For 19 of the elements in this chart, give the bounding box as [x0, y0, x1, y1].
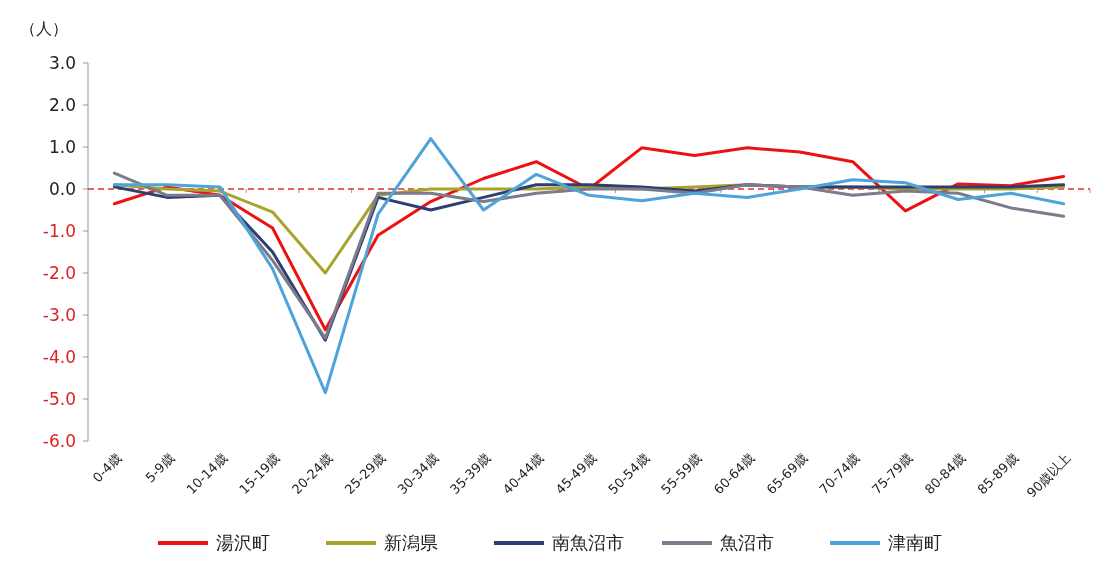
x-tick-label: 0-4歳 — [89, 450, 125, 486]
y-tick-label: 2.0 — [48, 95, 76, 115]
y-tick-label: 1.0 — [48, 137, 76, 157]
x-tick-label: 90歳以上 — [1023, 450, 1074, 501]
x-tick-label: 5-9歳 — [142, 450, 178, 486]
legend-label: 新潟県 — [384, 532, 438, 553]
y-tick-label: -3.0 — [42, 305, 76, 325]
legend-label: 南魚沼市 — [552, 532, 624, 553]
y-axis-title: （人） — [20, 19, 68, 38]
legend-label: 魚沼市 — [720, 532, 774, 553]
y-tick-label: -1.0 — [42, 221, 76, 241]
legend-label: 湯沢町 — [216, 532, 270, 553]
y-tick-label: 3.0 — [48, 53, 76, 73]
y-tick-label: 0.0 — [48, 179, 76, 199]
y-tick-label: -4.0 — [42, 347, 76, 367]
legend-label: 津南町 — [888, 532, 942, 553]
y-tick-label: -2.0 — [42, 263, 76, 283]
y-tick-label: -5.0 — [42, 389, 76, 409]
y-tick-label: -6.0 — [42, 431, 76, 451]
